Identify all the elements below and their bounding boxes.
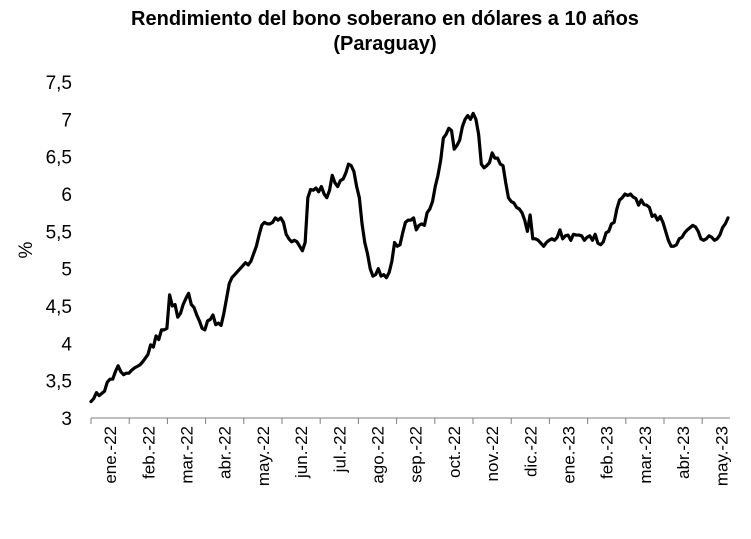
x-tick-label: ene.-22 xyxy=(101,426,120,484)
x-tick-label: feb.-22 xyxy=(139,426,158,479)
x-tick-label: oct.-22 xyxy=(445,426,464,478)
x-tick-label: abr.-23 xyxy=(674,426,693,479)
chart-title-line2: (Paraguay) xyxy=(333,33,436,55)
x-tick-label: sep.-22 xyxy=(407,426,426,483)
x-tick-label: dic.-22 xyxy=(521,426,540,477)
series-line xyxy=(89,111,730,404)
y-axis-ticks: 3 3,5 4 4,5 5 5,5 6 6,5 7 7,5 xyxy=(46,73,73,430)
x-tick-label: jun.-22 xyxy=(292,426,311,479)
x-tick-label: mar.-22 xyxy=(178,426,197,484)
x-tick-label: ene.-23 xyxy=(560,426,579,484)
x-tick-label: ago.-22 xyxy=(369,426,388,484)
y-tick-label: 7 xyxy=(61,110,72,131)
y-axis-label: % xyxy=(16,241,37,258)
y-tick-label: 5 xyxy=(61,260,72,281)
x-tick-label: jul.-22 xyxy=(330,426,349,473)
y-tick-label: 4,5 xyxy=(46,297,72,318)
y-tick-label: 5,5 xyxy=(46,222,72,243)
x-tick-label: may.-22 xyxy=(254,426,273,486)
y-tick-label: 6 xyxy=(61,185,72,206)
y-tick-label: 3 xyxy=(61,409,72,430)
x-tick-label: abr.-22 xyxy=(216,426,235,479)
y-tick-label: 3,5 xyxy=(46,372,72,393)
x-axis: ene.-22 feb.-22 mar.-22 abr.-22 may.-22 jun.-… xyxy=(90,417,731,486)
y-tick-label: 6,5 xyxy=(46,148,72,169)
y-tick-label: 4 xyxy=(61,334,72,355)
x-tick-label: mar.-23 xyxy=(636,426,655,484)
y-tick-label: 7,5 xyxy=(46,73,72,94)
chart-title-line1: Rendimiento del bono soberano en dólares… xyxy=(131,8,639,30)
plot-area xyxy=(89,111,730,404)
x-tick-label: nov.-22 xyxy=(483,426,502,481)
x-tick-label: feb.-23 xyxy=(598,426,617,479)
x-tick-label: may.-23 xyxy=(712,426,731,486)
